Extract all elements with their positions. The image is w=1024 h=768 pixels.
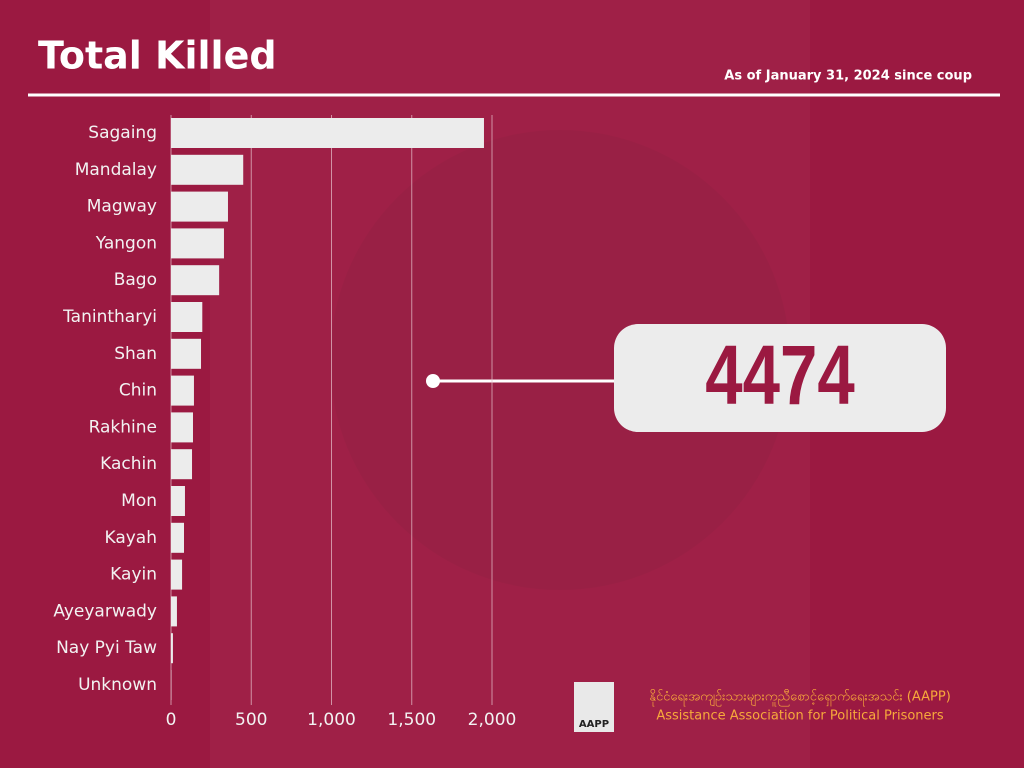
bar — [171, 596, 177, 627]
y-tick-label: Chin — [119, 381, 157, 401]
y-tick-label: Ayeyarwady — [53, 601, 157, 621]
total-callout: 4474 — [705, 329, 854, 423]
bar — [171, 191, 228, 222]
bar — [171, 302, 203, 332]
y-tick-label: Tanintharyi — [62, 307, 157, 327]
y-tick-label: Unknown — [78, 675, 157, 695]
connector-dot — [426, 374, 440, 388]
y-tick-label: Kachin — [100, 454, 157, 474]
y-tick-label: Magway — [87, 197, 157, 217]
logo — [574, 682, 614, 732]
y-tick-label: Bago — [114, 270, 157, 290]
bar — [171, 522, 185, 553]
x-tick-label: 2,000 — [468, 710, 517, 730]
logo-text: AAPP — [579, 719, 609, 730]
bar — [171, 338, 202, 369]
bar — [171, 265, 220, 296]
y-tick-label: Shan — [114, 344, 157, 364]
bar — [171, 154, 244, 185]
x-tick-label: 1,000 — [307, 710, 356, 730]
y-tick-label: Mon — [121, 491, 157, 511]
y-tick-label: Nay Pyi Taw — [56, 638, 157, 658]
subtitle: As of January 31, 2024 since coup — [724, 69, 972, 84]
bar — [171, 486, 185, 516]
y-tick-label: Kayah — [104, 528, 157, 548]
decoration — [330, 130, 790, 590]
y-tick-label: Mandalay — [75, 160, 157, 180]
x-tick-label: 0 — [166, 710, 177, 730]
bar — [171, 375, 194, 406]
x-tick-label: 1,500 — [387, 710, 436, 730]
y-tick-label: Kayin — [110, 565, 157, 585]
bar — [171, 559, 183, 590]
chart-title: Total Killed — [38, 34, 277, 78]
x-tick-label: 500 — [235, 710, 267, 730]
y-tick-label: Yangon — [95, 233, 157, 253]
org-name: Assistance Association for Political Pri… — [656, 709, 944, 724]
y-tick-label: Rakhine — [89, 417, 157, 437]
org-name-burmese: နိုင်ငံရေးအကျဉ်းသားများကူညီစောင့်ရှောက်ရ… — [649, 689, 951, 707]
callout-box — [614, 324, 946, 432]
bar — [171, 449, 193, 480]
bar — [171, 118, 484, 148]
bar — [171, 412, 193, 443]
bar — [171, 228, 224, 259]
y-tick-label: Sagaing — [88, 123, 157, 143]
bar — [171, 633, 173, 664]
